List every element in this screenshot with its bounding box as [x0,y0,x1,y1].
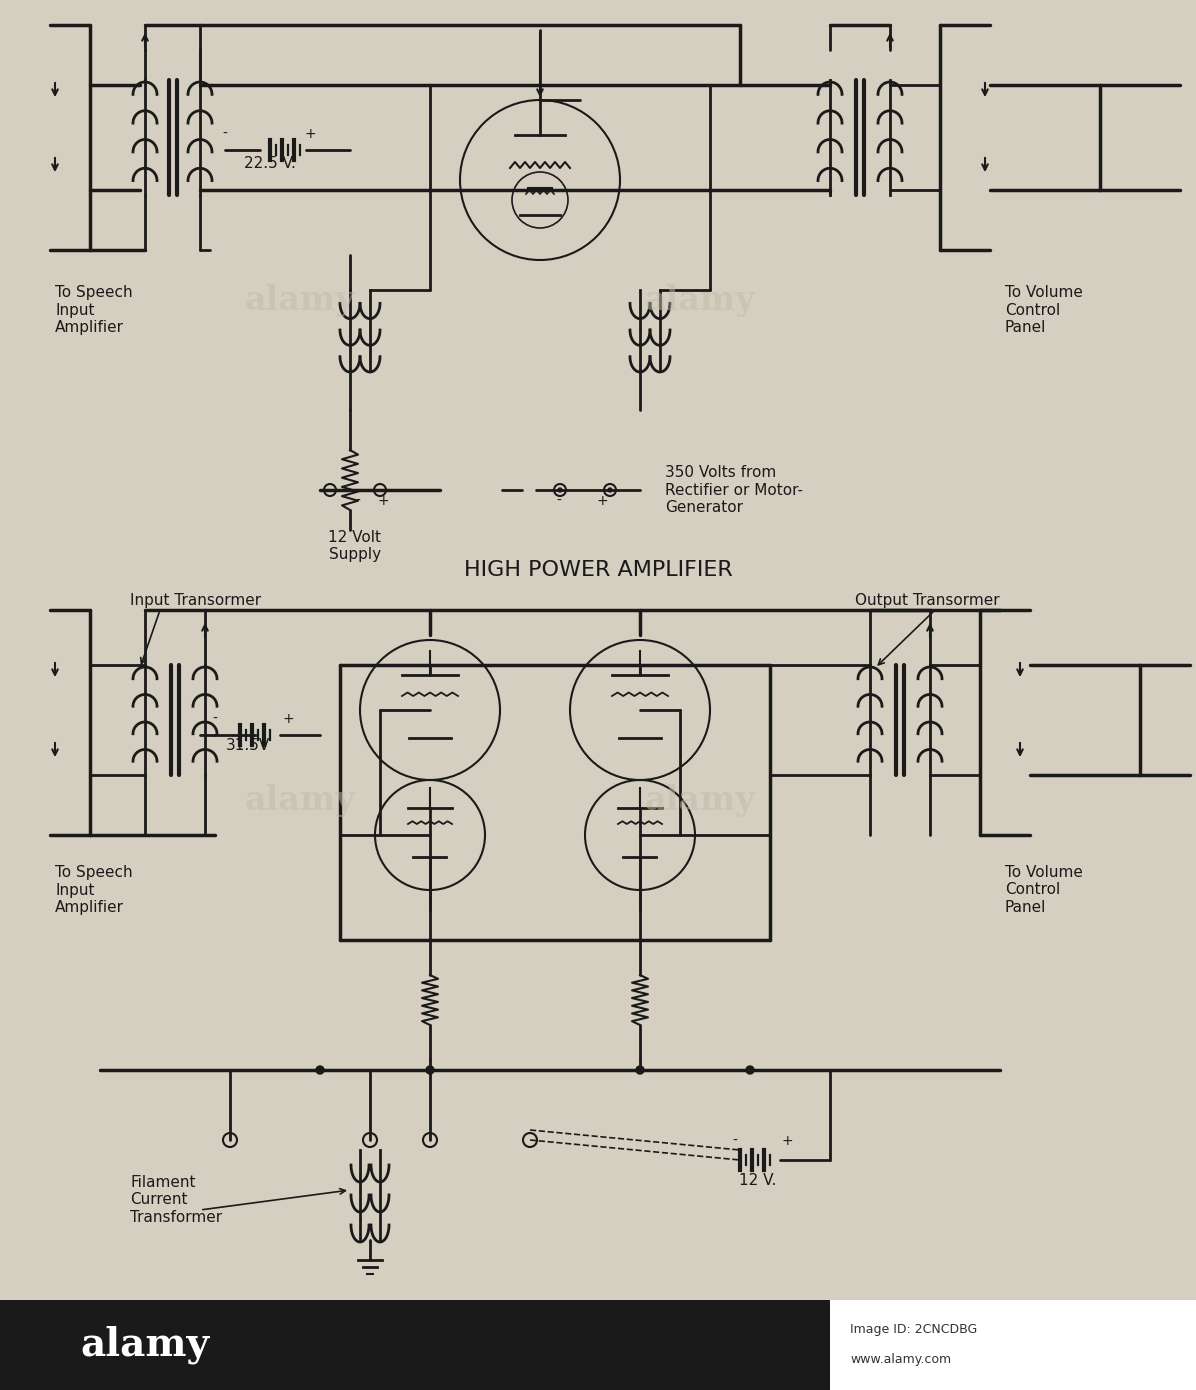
Circle shape [316,1066,324,1074]
Text: Input Transormer: Input Transormer [130,592,261,607]
Text: -: - [355,493,360,507]
Circle shape [559,488,562,492]
Text: To Speech
Input
Amplifier: To Speech Input Amplifier [55,285,133,335]
Circle shape [636,1066,643,1074]
Text: alamy: alamy [645,784,756,816]
Text: HIGH POWER AMPLIFIER: HIGH POWER AMPLIFIER [464,560,732,580]
Circle shape [608,488,612,492]
Text: 31.5V: 31.5V [226,738,270,753]
Circle shape [746,1066,753,1074]
Text: 12 V.: 12 V. [739,1173,776,1188]
Text: -: - [732,1134,737,1148]
Text: Filament
Current
Transformer: Filament Current Transformer [130,1175,222,1225]
Text: 350 Volts from
Rectifier or Motor-
Generator: 350 Volts from Rectifier or Motor- Gener… [665,466,803,514]
Text: www.alamy.com: www.alamy.com [850,1354,951,1366]
Text: +: + [597,493,609,507]
Text: 22.5 V.: 22.5 V. [244,156,295,171]
Text: alamy: alamy [80,1326,209,1364]
Bar [0,1300,1196,1390]
Text: To Volume
Control
Panel: To Volume Control Panel [1005,865,1082,915]
Text: alamy: alamy [245,784,355,816]
Text: -: - [212,712,216,726]
Text: To Speech
Input
Amplifier: To Speech Input Amplifier [55,865,133,915]
Text: +: + [282,712,294,726]
Text: alamy: alamy [245,284,355,317]
Text: +: + [782,1134,794,1148]
Text: +: + [378,493,390,507]
Circle shape [426,1066,434,1074]
Text: alamy: alamy [645,284,756,317]
Text: -: - [556,493,561,507]
Text: Image ID: 2CNCDBG: Image ID: 2CNCDBG [850,1323,977,1337]
Text: 12 Volt
Supply: 12 Volt Supply [329,530,382,563]
Text: Output Transormer: Output Transormer [855,592,1000,607]
Text: +: + [304,126,316,140]
Bar [830,1300,1196,1390]
Text: -: - [222,126,227,140]
Text: To Volume
Control
Panel: To Volume Control Panel [1005,285,1082,335]
